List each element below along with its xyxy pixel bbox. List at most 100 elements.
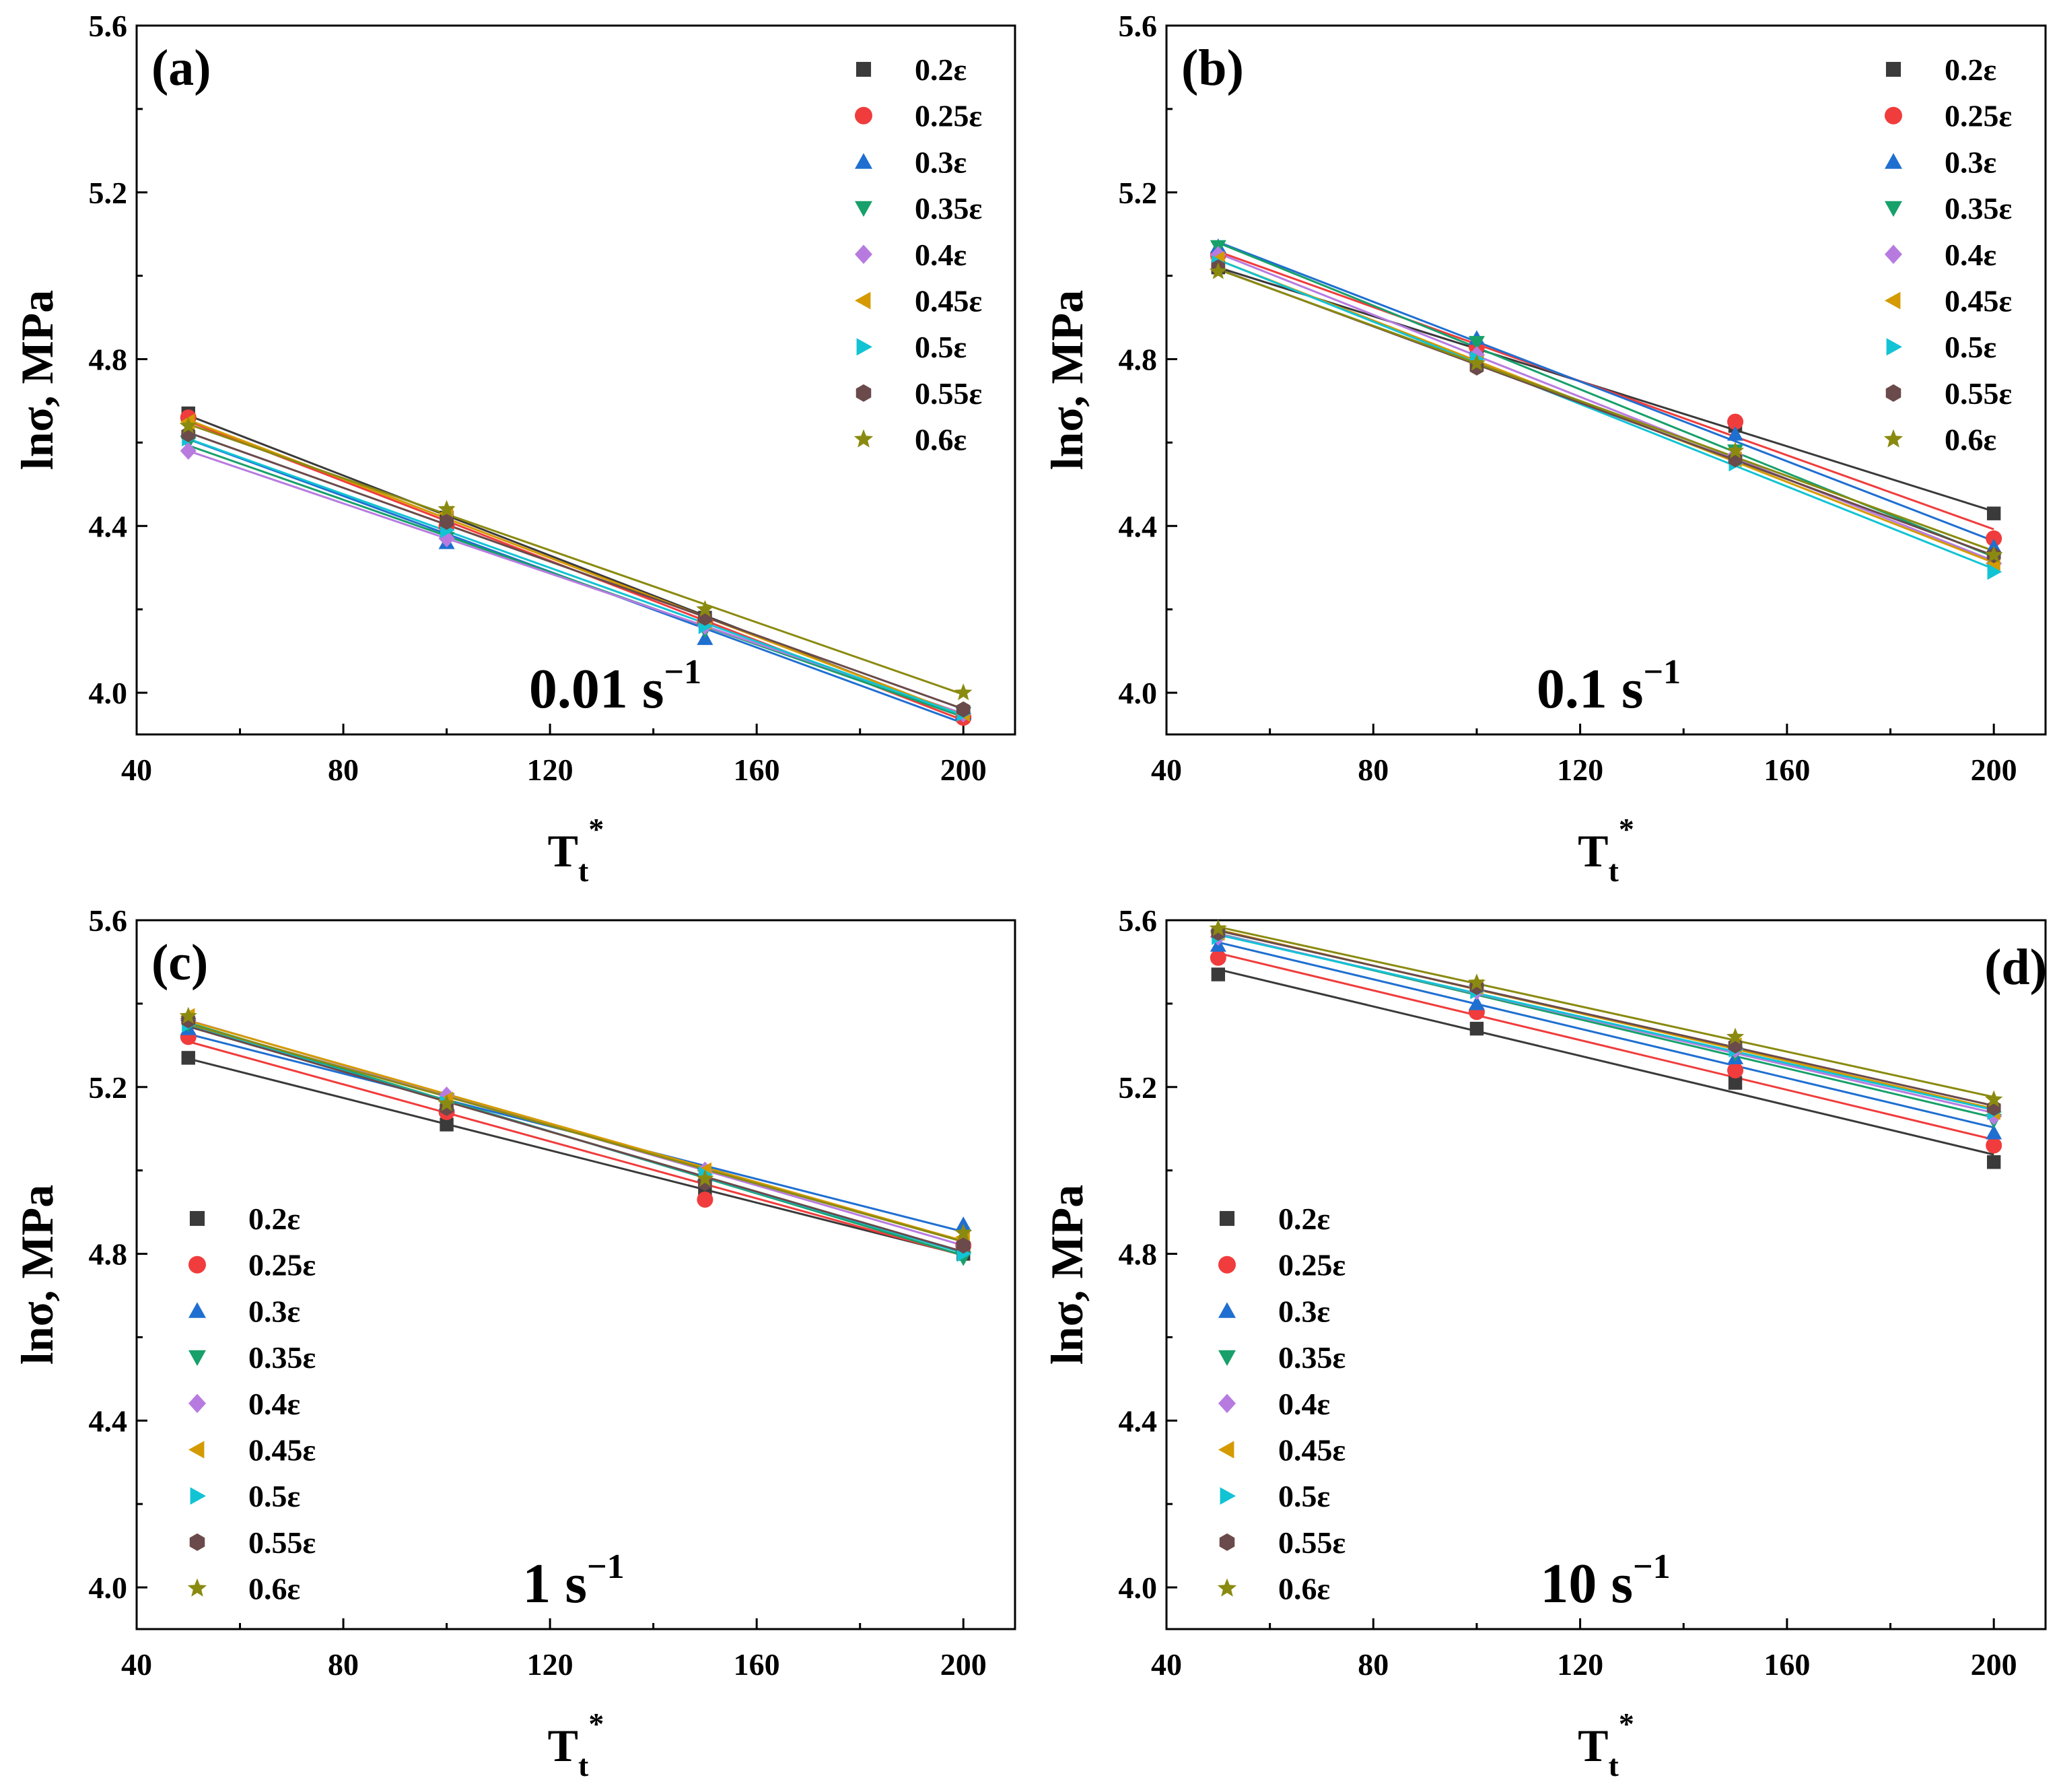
panel-letter: (d) xyxy=(1984,939,2047,996)
chart-panel-2: 40 80 120 160 200 4.0 4.4 4.8 5.2 5.6 Tt* lnσ, MPa (… xyxy=(1041,9,2047,888)
x-tick-label: 40 xyxy=(1151,1647,1182,1682)
legend-marker xyxy=(1220,1487,1236,1505)
legend-marker xyxy=(1219,1533,1235,1551)
legend-label: 0.25ε xyxy=(1278,1248,1346,1282)
legend-item-1: 0.2ε xyxy=(189,1202,300,1236)
legend-marker xyxy=(853,429,874,448)
panel-letter: (b) xyxy=(1181,40,1244,96)
strain-rate-exponent: −1 xyxy=(1633,1548,1671,1586)
strain-rate-text: 1 s xyxy=(522,1552,587,1615)
data-markers xyxy=(179,406,973,726)
fit-line-2 xyxy=(188,1040,964,1257)
data-point-s9-p3 xyxy=(1726,442,1745,458)
strain-rate-text: 10 s xyxy=(1540,1552,1633,1615)
fit-line-7 xyxy=(188,438,964,716)
legend: 0.2ε 0.25ε 0.3ε 0.35ε 0.4ε 0.45ε 0.5ε 0.55ε 0.6ε xyxy=(1883,53,2012,457)
y-axis-title: lnσ, MPa xyxy=(11,290,63,470)
plot-frame xyxy=(1165,24,2047,736)
y-tick-label: 4.0 xyxy=(1119,676,1158,710)
data-point-s9-p4 xyxy=(954,1223,973,1241)
legend-item-7: 0.5ε xyxy=(190,1479,300,1513)
data-point-s3-p3 xyxy=(1727,426,1744,441)
x-tick-label: 120 xyxy=(1557,1647,1603,1682)
x-axis-title-sup: * xyxy=(588,1707,604,1741)
strain-rate-label: 0.01 s−1 xyxy=(529,653,701,720)
legend-item-1: 0.2ε xyxy=(856,53,967,87)
legend-marker xyxy=(188,1302,206,1318)
legend-marker xyxy=(1885,384,1901,402)
x-tick-label: 80 xyxy=(1358,753,1389,787)
legend-label: 0.45ε xyxy=(915,284,982,318)
plot-frame xyxy=(135,919,1016,1630)
legend-label: 0.25ε xyxy=(248,1248,316,1282)
data-point-s9-p3 xyxy=(696,1169,714,1187)
legend-item-7: 0.5ε xyxy=(1220,1479,1330,1513)
data-point-s2-p3 xyxy=(1727,413,1744,430)
legend-marker xyxy=(1885,106,1902,125)
legend-marker xyxy=(1218,1302,1236,1318)
y-tick-label: 5.2 xyxy=(89,1070,128,1105)
data-point-s8-p4 xyxy=(956,1237,971,1254)
legend-item-4: 0.35ε xyxy=(855,191,982,226)
legend-label: 0.6ε xyxy=(248,1572,300,1606)
data-point-s1-p2 xyxy=(440,1117,454,1132)
fit-line-8 xyxy=(188,1025,964,1253)
y-tick-label: 4.0 xyxy=(89,1571,128,1605)
legend-marker xyxy=(855,153,872,169)
x-tick-label: 40 xyxy=(121,1647,152,1682)
x-tick-label: 40 xyxy=(121,753,152,787)
legend-item-6: 0.45ε xyxy=(1218,1433,1346,1468)
y-tick-label: 4.0 xyxy=(1119,1571,1158,1605)
legend-label: 0.45ε xyxy=(1945,284,2012,318)
legend-label: 0.35ε xyxy=(915,191,982,226)
data-point-s2-p1 xyxy=(1210,949,1226,966)
y-tick-label: 4.4 xyxy=(89,509,128,543)
data-point-s9-p1 xyxy=(1209,919,1227,936)
legend-label: 0.5ε xyxy=(248,1479,300,1513)
data-point-s4-p2 xyxy=(1468,336,1485,351)
data-point-s9-p4 xyxy=(1985,1090,2003,1107)
legend-label: 0.3ε xyxy=(248,1294,300,1328)
legend-item-9: 0.6ε xyxy=(1883,423,1996,457)
x-tick-label: 160 xyxy=(1764,753,1810,787)
data-point-s2-p3 xyxy=(697,1192,713,1208)
legend-item-7: 0.5ε xyxy=(1886,330,1996,364)
data-markers xyxy=(1209,919,2003,1169)
data-point-s1-p4 xyxy=(1986,1155,2001,1169)
legend-marker xyxy=(189,1210,205,1227)
data-point-s9-p1 xyxy=(179,1006,197,1024)
legend-item-4: 0.35ε xyxy=(1885,191,2012,226)
legend-item-6: 0.45ε xyxy=(188,1433,316,1468)
panel-letter: (c) xyxy=(151,934,208,991)
legend-item-8: 0.55ε xyxy=(856,376,982,411)
legend-marker xyxy=(189,1533,205,1551)
legend-item-2: 0.25ε xyxy=(1885,99,2012,133)
strain-rate-text: 0.01 s xyxy=(529,658,664,720)
legend-marker xyxy=(856,61,872,77)
x-tick-label: 80 xyxy=(328,1647,359,1682)
chart-panel-4: 40 80 120 160 200 4.0 4.4 4.8 5.2 5.6 Tt* lnσ, MPa (… xyxy=(1041,903,2047,1783)
data-point-s1-p2 xyxy=(1469,1021,1484,1036)
y-tick-label: 5.6 xyxy=(89,903,128,938)
legend-item-8: 0.55ε xyxy=(189,1525,316,1560)
x-axis-title: Tt * xyxy=(548,1707,604,1783)
x-tick-label: 80 xyxy=(1358,1647,1389,1682)
data-point-s2-p4 xyxy=(1986,1137,2002,1154)
data-point-s2-p4 xyxy=(1986,530,2002,547)
y-tick-label: 5.6 xyxy=(1119,9,1158,43)
legend-label: 0.6ε xyxy=(915,423,967,457)
x-tick-label: 200 xyxy=(940,1647,987,1682)
legend-item-3: 0.3ε xyxy=(1218,1294,1330,1328)
legend-label: 0.2ε xyxy=(915,53,967,87)
legend-label: 0.5ε xyxy=(1278,1479,1330,1513)
legend-marker xyxy=(856,338,872,356)
legend-marker xyxy=(190,1487,206,1505)
legend: 0.2ε 0.25ε 0.3ε 0.35ε 0.4ε 0.45ε 0.5ε 0.55ε 0.6ε xyxy=(187,1202,316,1606)
x-tick-label: 200 xyxy=(940,753,987,787)
x-tick-label: 120 xyxy=(1557,753,1603,787)
fit-lines xyxy=(1218,926,1994,1156)
y-axis-title: lnσ, MPa xyxy=(1041,290,1092,470)
legend-item-8: 0.55ε xyxy=(1885,376,2012,411)
legend-label: 0.35ε xyxy=(1278,1340,1346,1375)
